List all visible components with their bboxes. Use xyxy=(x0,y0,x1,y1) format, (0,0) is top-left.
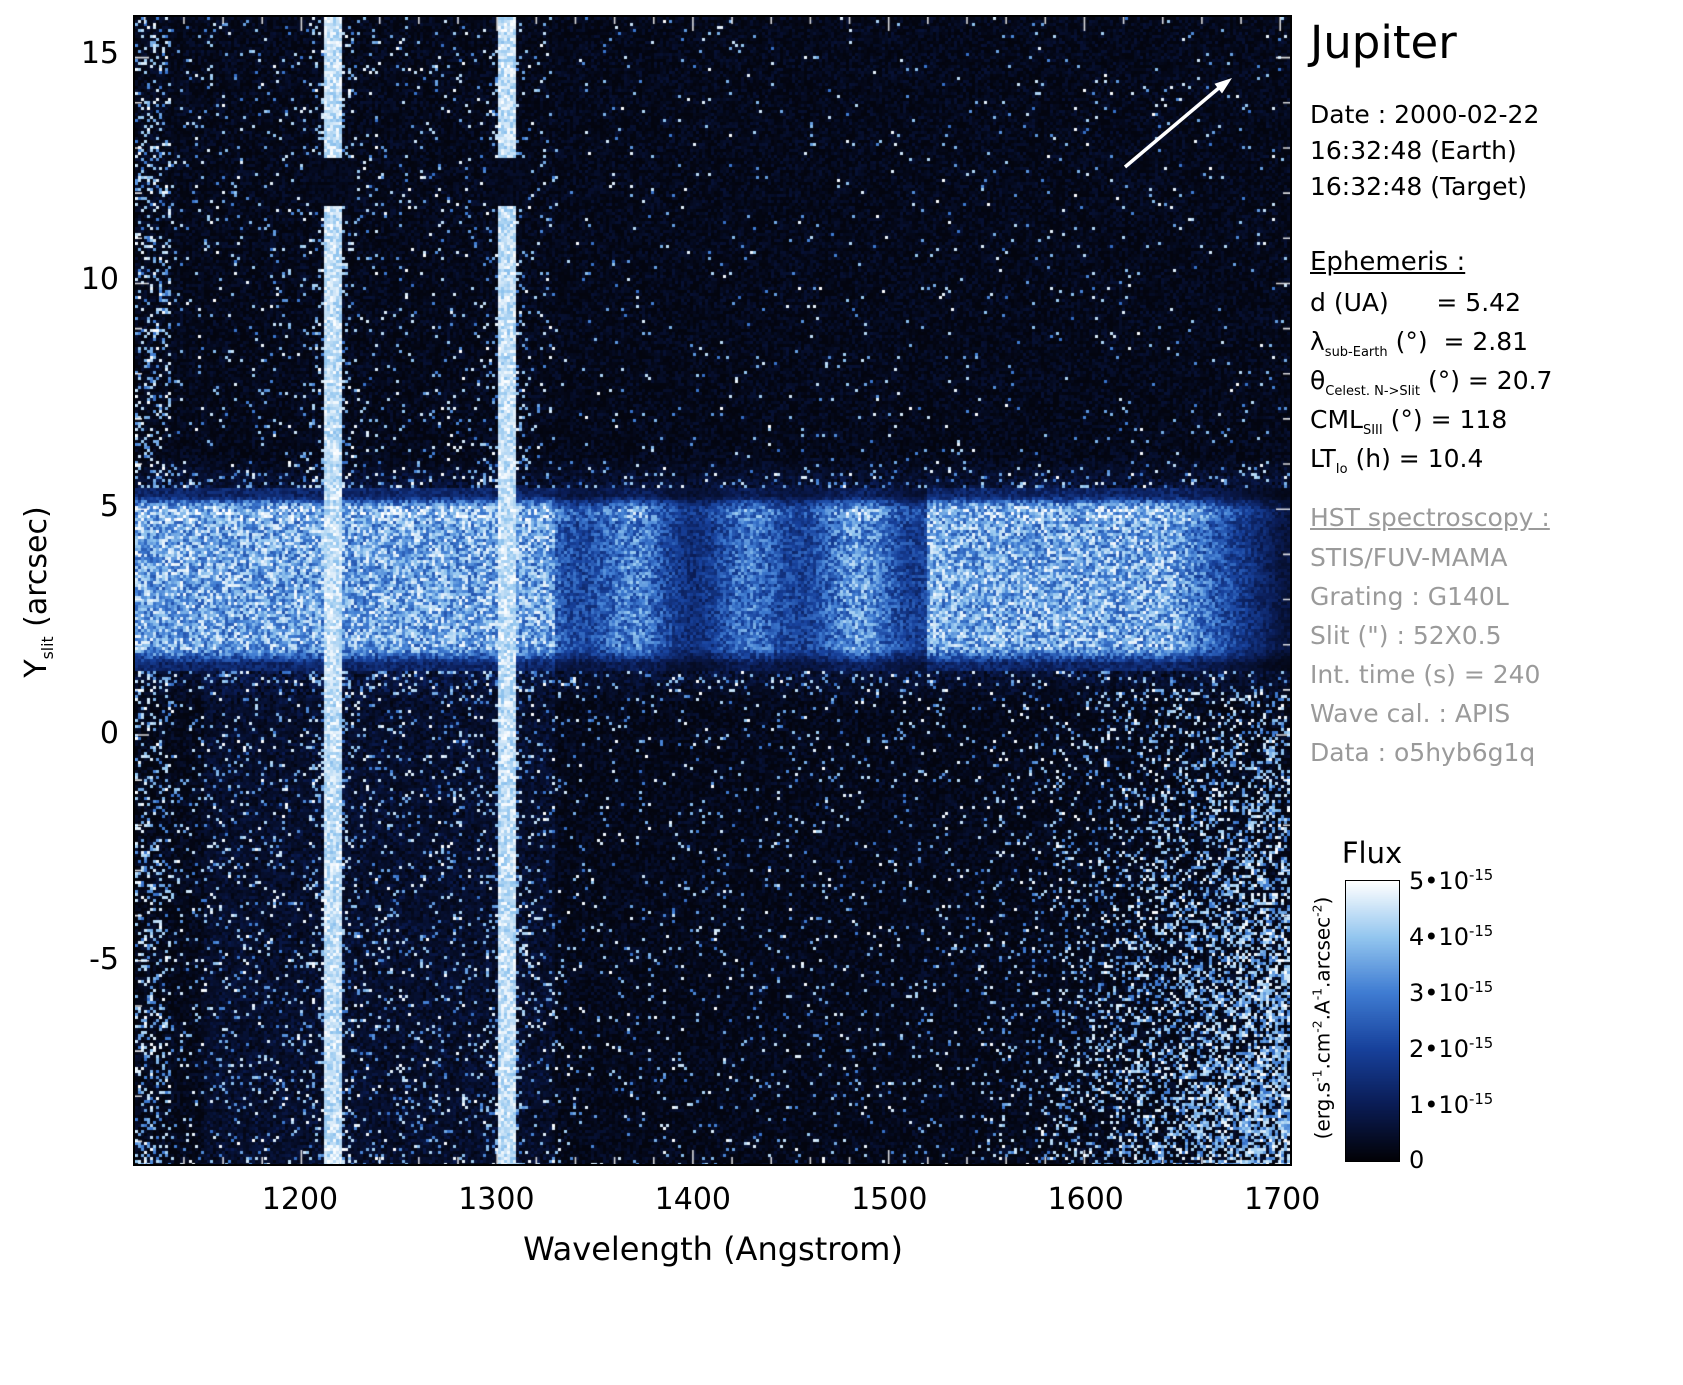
earth-time: 16:32:48 (Earth) xyxy=(1310,136,1517,165)
ephemeris-row: λsub-Earth (°) = 2.81 xyxy=(1310,327,1552,366)
hst-info-row: Int. time (s) = 240 xyxy=(1310,660,1541,689)
colorbar-tick-label: 3•10-15 xyxy=(1409,978,1493,1007)
colorbar-unit-segment: .cm xyxy=(1310,1032,1335,1070)
ephemeris-term-subscript: sub-Earth xyxy=(1324,345,1388,360)
ephemeris-row: θCelest. N->Slit (°) = 20.7 xyxy=(1310,366,1552,405)
ephemeris-heading: Ephemeris : xyxy=(1310,247,1466,277)
colorbar-title: Flux xyxy=(1341,836,1403,870)
observation-date: Date : 2000-02-22 xyxy=(1310,100,1540,129)
x-tick-label: 1200 xyxy=(261,1182,339,1217)
colorbar-tick-label: 0 xyxy=(1409,1146,1424,1174)
ephemeris-value: (°) = 20.7 xyxy=(1420,366,1553,395)
target-time: 16:32:48 (Target) xyxy=(1310,172,1528,201)
colorbar-tick-exponent: -15 xyxy=(1468,866,1494,884)
colorbar-tick-mantissa: 4•10 xyxy=(1409,923,1469,951)
hst-heading: HST spectroscopy : xyxy=(1310,503,1550,532)
y-axis-label-subscript: slit xyxy=(39,636,57,660)
colorbar-tick-label: 5•10-15 xyxy=(1409,866,1493,895)
ephemeris-term: d (UA) xyxy=(1310,288,1389,317)
colorbar-unit-exponent: -2 xyxy=(1309,1020,1325,1033)
y-tick-label: -5 xyxy=(89,942,119,978)
x-tick-label: 1700 xyxy=(1243,1182,1321,1217)
colorbar-unit-exponent: -1 xyxy=(1309,1069,1325,1082)
hst-rows: STIS/FUV-MAMA Grating : G140L Slit (") : 5… xyxy=(1310,543,1540,777)
colorbar-tick-mantissa: 0 xyxy=(1409,1146,1425,1174)
y-tick-label: 15 xyxy=(80,35,119,71)
colorbar-unit-segment: .A xyxy=(1310,1000,1335,1021)
x-tick-label: 1300 xyxy=(458,1182,535,1217)
x-tick-label: 1600 xyxy=(1047,1182,1124,1217)
y-axis-label-unit: (arcsec) xyxy=(19,506,54,637)
colorbar-tick-exponent: -15 xyxy=(1468,1090,1494,1108)
x-axis-label: Wavelength (Angstrom) xyxy=(523,1230,903,1268)
colorbar-tick-exponent: -15 xyxy=(1468,1034,1494,1052)
ephemeris-value: = 5.42 xyxy=(1388,288,1521,317)
colorbar-tick-label: 1•10-15 xyxy=(1409,1090,1493,1119)
colorbar-unit-segment: (erg.s xyxy=(1310,1081,1335,1140)
ephemeris-term: LT xyxy=(1310,444,1336,473)
ephemeris-rows: d (UA) = 5.42 λsub-Earth (°) = 2.81 θCeles… xyxy=(1310,288,1552,483)
hst-info-row: STIS/FUV-MAMA xyxy=(1310,543,1508,572)
ephemeris-row: LTIo (h) = 10.4 xyxy=(1310,444,1552,483)
colorbar-tick-label: 2•10-15 xyxy=(1409,1034,1493,1063)
hst-info-row: Grating : G140L xyxy=(1310,582,1509,611)
y-tick-label: 0 xyxy=(99,715,119,751)
x-tick-label: 1400 xyxy=(654,1182,732,1217)
colorbar-tick-exponent: -15 xyxy=(1468,978,1494,996)
hst-info-row: Slit (") : 52X0.5 xyxy=(1310,621,1502,650)
colorbar-tick-mantissa: 1•10 xyxy=(1409,1091,1469,1119)
colorbar-unit-exponent: -1 xyxy=(1309,987,1325,1001)
colorbar-unit-segment: .arcsec xyxy=(1310,916,1335,988)
hst-info-row: Data : o5hyb6g1q xyxy=(1310,738,1536,767)
ephemeris-term-subscript: Io xyxy=(1335,462,1348,477)
target-title: Jupiter xyxy=(1310,16,1457,69)
ephemeris-term-subscript: SIII xyxy=(1362,423,1383,438)
ephemeris-row: CMLSIII (°) = 118 xyxy=(1310,405,1552,444)
ephemeris-term-subscript: Celest. N->Slit xyxy=(1325,384,1420,399)
colorbar-unit-exponent: -2 xyxy=(1309,904,1325,917)
ephemeris-value: (°) = 2.81 xyxy=(1387,327,1529,356)
ephemeris-value: (°) = 118 xyxy=(1382,405,1508,434)
x-tick-label: 1500 xyxy=(851,1182,928,1217)
colorbar-tick-mantissa: 5•10 xyxy=(1409,867,1469,895)
north-arrow-icon xyxy=(1123,78,1232,169)
colorbar-gradient xyxy=(1345,880,1400,1162)
hst-info-row: Wave cal. : APIS xyxy=(1310,699,1511,728)
y-axis-label: Yslit (arcsec) xyxy=(19,506,57,677)
ephemeris-term: θ xyxy=(1310,366,1326,395)
y-tick-label: 10 xyxy=(80,262,119,298)
colorbar-unit-label: (erg.s-1.cm-2.A-1.arcsec-2) xyxy=(1310,897,1335,1140)
ephemeris-term: λ xyxy=(1310,327,1325,356)
colorbar-tick-label: 4•10-15 xyxy=(1409,922,1493,951)
y-axis-label-text: Y xyxy=(19,659,54,678)
ephemeris-row: d (UA) = 5.42 xyxy=(1310,288,1552,327)
ephemeris-term: CML xyxy=(1310,405,1363,434)
y-tick-label: 5 xyxy=(99,488,119,524)
ephemeris-value: (h) = 10.4 xyxy=(1347,444,1484,473)
colorbar-tick-exponent: -15 xyxy=(1468,922,1494,940)
colorbar-tick-mantissa: 2•10 xyxy=(1409,1035,1469,1063)
spectral-heatmap-canvas xyxy=(135,17,1290,1164)
colorbar-unit-segment: ) xyxy=(1310,896,1335,905)
spectral-image-plot xyxy=(133,15,1292,1166)
colorbar-tick-mantissa: 3•10 xyxy=(1409,979,1469,1007)
